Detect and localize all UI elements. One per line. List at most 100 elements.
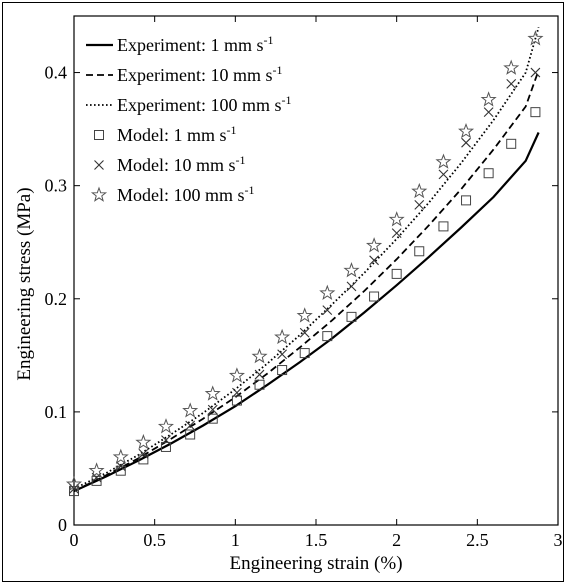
data-point (251, 348, 268, 364)
legend-item-3: Experiment: 100 mm s-1 (86, 93, 291, 115)
y-axis-label: Engineering stress (MPa) (14, 187, 35, 380)
series-2 (73, 69, 540, 492)
legend-label: Model: 10 mm s-1 (117, 153, 246, 175)
series-3 (73, 27, 540, 490)
x-tick-label: 1.5 (305, 530, 328, 550)
data-point (369, 291, 380, 302)
data-point (414, 246, 425, 257)
data-point (527, 30, 544, 46)
series-6 (65, 30, 544, 492)
series-4 (69, 107, 541, 497)
data-point (65, 475, 83, 492)
data-point (91, 475, 102, 486)
legend-label: Experiment: 10 mm s-1 (117, 63, 282, 85)
legend-marker (94, 160, 104, 170)
data-point (299, 348, 310, 359)
data-point (91, 472, 102, 483)
series-1 (73, 132, 540, 493)
legend-label: Experiment: 1 mm s-1 (117, 33, 273, 55)
data-point (138, 448, 149, 459)
plot-area (73, 15, 559, 526)
data-point (254, 369, 265, 380)
data-point (182, 402, 199, 418)
data-point (530, 107, 541, 118)
data-point (438, 169, 449, 180)
series-line-2 (73, 69, 540, 492)
data-point (461, 137, 471, 148)
data-point (391, 228, 402, 239)
data-point (115, 461, 126, 472)
data-point (461, 195, 472, 206)
x-tick-label: 1 (231, 530, 240, 550)
data-point (254, 379, 265, 390)
data-point (483, 168, 494, 179)
data-point (346, 311, 357, 322)
legend-item-6: Model: 100 mm s-1 (90, 183, 255, 205)
data-point (232, 387, 242, 398)
x-tick-label: 2.5 (466, 530, 489, 550)
data-point (435, 153, 452, 169)
data-point (207, 404, 218, 415)
data-point (277, 349, 288, 360)
data-point (112, 448, 129, 465)
legend-item-1: Experiment: 1 mm s-1 (86, 33, 273, 55)
data-point (296, 307, 313, 323)
y-tick-label: 0.3 (45, 176, 68, 196)
series-5 (69, 67, 541, 494)
data-point (69, 486, 79, 497)
legend-marker (90, 186, 108, 202)
legend: Experiment: 1 mm s-1 Experiment: 10 mm s-… (86, 33, 291, 205)
data-point (299, 327, 310, 338)
x-tick-label: 2 (392, 530, 401, 550)
x-tick-label: 0 (70, 530, 79, 550)
data-point (88, 462, 105, 478)
data-point (506, 138, 517, 149)
legend-item-2: Experiment: 10 mm s-1 (86, 63, 282, 85)
y-tick-label: 0.1 (45, 402, 68, 422)
data-point (530, 67, 541, 78)
legend-item-4: Model: 1 mm s-1 (94, 123, 237, 145)
data-point (138, 454, 149, 465)
data-point (185, 420, 196, 431)
data-point (343, 262, 360, 278)
series-line-3 (73, 27, 540, 490)
ticks-layer: 0 0.5 1 1.5 2 2.5 3 0 0.1 0.2 0.3 0.4 (45, 16, 563, 550)
data-point (161, 435, 171, 446)
data-point (369, 255, 379, 266)
data-point (274, 328, 291, 345)
y-tick-label: 0.2 (45, 289, 68, 309)
data-point (438, 221, 449, 232)
data-point (135, 433, 152, 450)
data-point (207, 413, 218, 424)
data-point (231, 395, 242, 406)
data-point (366, 237, 383, 253)
axes-box (73, 15, 559, 526)
data-point (228, 367, 245, 383)
data-point (391, 268, 402, 279)
data-point (346, 281, 357, 292)
data-point (319, 284, 336, 300)
legend-label: Experiment: 100 mm s-1 (117, 93, 291, 115)
x-tick-label: 0.5 (143, 530, 166, 550)
y-tick-label: 0 (58, 515, 67, 535)
data-point (160, 441, 171, 452)
data-point (157, 418, 174, 434)
legend-item-5: Model: 10 mm s-1 (94, 153, 246, 175)
data-point (204, 385, 221, 401)
data-point (503, 59, 520, 75)
data-point (322, 331, 333, 342)
data-point (277, 365, 288, 376)
x-tick-label: 3 (554, 530, 563, 550)
data-point (322, 305, 333, 315)
data-point (480, 91, 497, 107)
series-layer (65, 27, 544, 497)
data-point (483, 107, 494, 118)
data-point (506, 78, 517, 89)
y-tick-label: 0.4 (45, 63, 68, 83)
x-axis-label: Engineering strain (%) (229, 553, 402, 574)
legend-marker (94, 130, 104, 140)
data-point (414, 200, 425, 210)
data-point (185, 429, 196, 440)
data-point (411, 182, 428, 199)
